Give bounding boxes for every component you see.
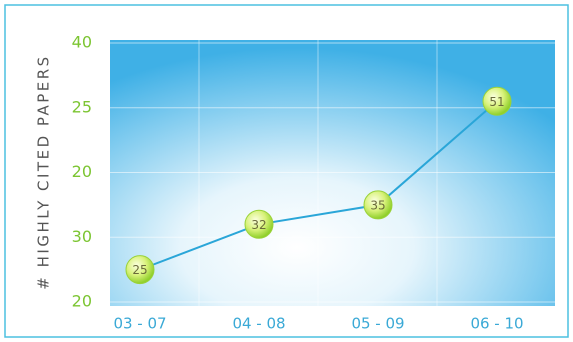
- y-tick-label: 25: [72, 97, 92, 116]
- data-label: 35: [370, 198, 385, 212]
- y-tick-label: 40: [72, 33, 92, 52]
- data-label: 32: [251, 218, 266, 232]
- frame: [4, 4, 569, 338]
- y-axis-label: # HIGHLY CITED PAPERS: [35, 54, 53, 289]
- data-label: 51: [489, 95, 504, 109]
- y-tick-label: 30: [72, 227, 92, 246]
- point: [244, 209, 274, 239]
- x-tick-label: 05 - 09: [351, 315, 404, 333]
- point: [125, 255, 155, 285]
- line: [139, 100, 498, 271]
- point: [363, 190, 393, 220]
- x-tick-label: 04 - 08: [232, 315, 285, 333]
- x-tick-label: 03 - 07: [113, 315, 166, 333]
- point: [482, 86, 512, 116]
- x-tick-label: 06 - 10: [470, 315, 523, 333]
- data-label: 25: [132, 263, 147, 277]
- y-tick-label: 20: [72, 162, 92, 181]
- y-tick-label: 20: [72, 292, 92, 311]
